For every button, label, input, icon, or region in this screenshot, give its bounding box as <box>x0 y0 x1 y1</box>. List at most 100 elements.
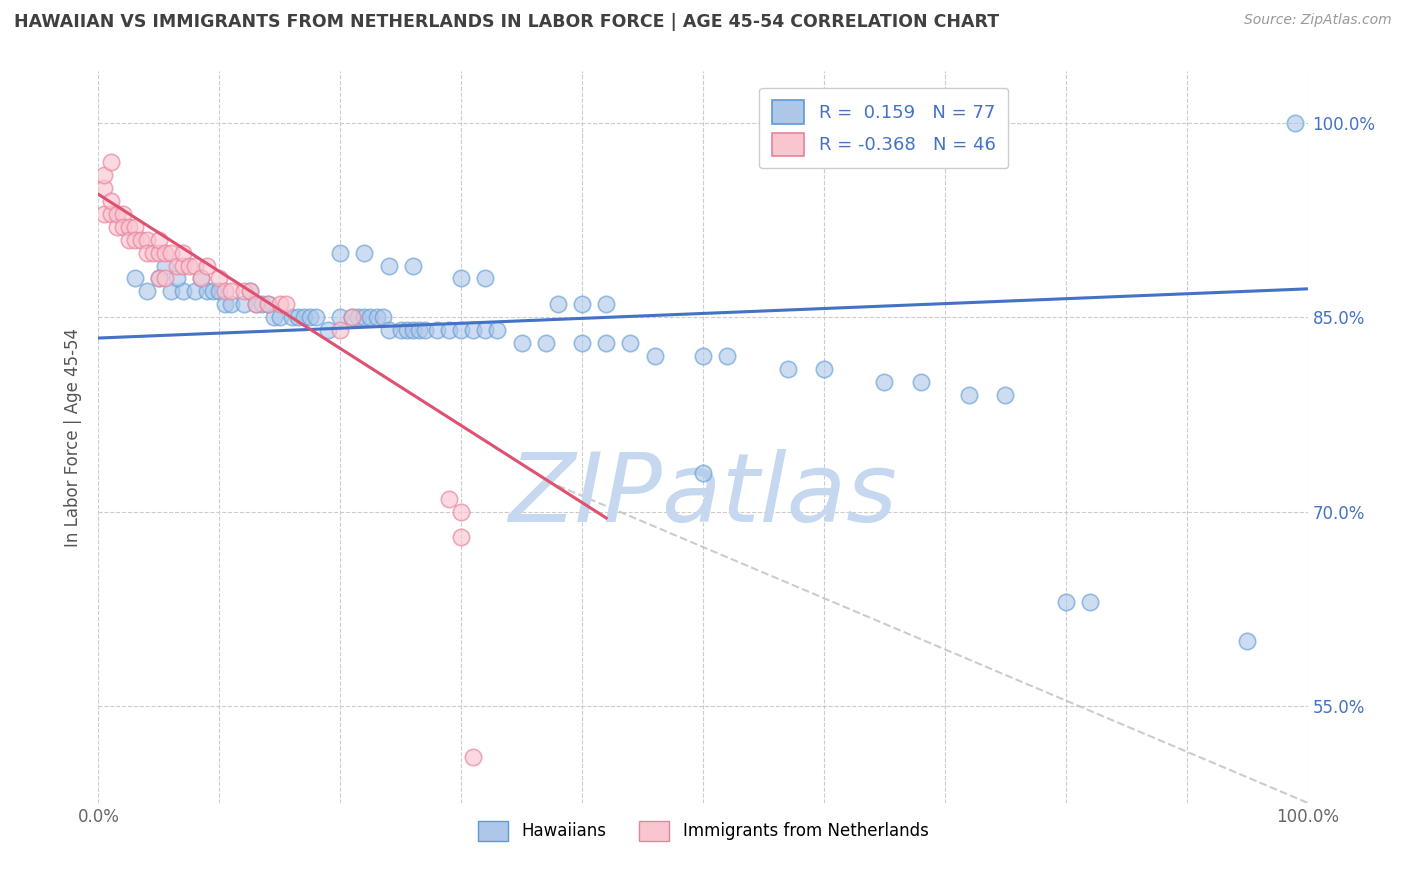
Point <box>221 297 243 311</box>
Point <box>510 336 533 351</box>
Point <box>873 375 896 389</box>
Point <box>571 336 593 351</box>
Point <box>256 297 278 311</box>
Point <box>413 323 436 337</box>
Point <box>148 271 170 285</box>
Point <box>316 323 339 337</box>
Point <box>571 297 593 311</box>
Point <box>93 207 115 221</box>
Legend: Hawaiians, Immigrants from Netherlands: Hawaiians, Immigrants from Netherlands <box>470 813 936 849</box>
Point <box>305 310 328 325</box>
Point <box>910 375 932 389</box>
Point <box>124 233 146 247</box>
Point <box>366 310 388 325</box>
Point <box>239 285 262 299</box>
Point <box>129 233 152 247</box>
Point <box>534 336 557 351</box>
Point <box>195 259 218 273</box>
Point <box>190 271 212 285</box>
Point <box>402 323 425 337</box>
Point <box>377 259 399 273</box>
Point <box>179 259 201 273</box>
Point <box>93 181 115 195</box>
Point <box>118 233 141 247</box>
Point <box>450 530 472 544</box>
Point <box>644 349 666 363</box>
Point <box>184 285 207 299</box>
Point <box>360 310 382 325</box>
Point <box>221 285 243 299</box>
Point <box>486 323 509 337</box>
Point <box>463 750 485 764</box>
Point <box>250 297 273 311</box>
Point <box>166 259 188 273</box>
Point <box>153 259 176 273</box>
Point <box>166 271 188 285</box>
Point <box>299 310 322 325</box>
Point <box>437 491 460 506</box>
Point <box>1054 595 1077 609</box>
Point <box>994 388 1017 402</box>
Point <box>232 285 254 299</box>
Point <box>105 219 128 234</box>
Point <box>776 362 799 376</box>
Text: ZIPatlas: ZIPatlas <box>509 449 897 542</box>
Point <box>353 245 375 260</box>
Point <box>329 310 352 325</box>
Point <box>402 259 425 273</box>
Point <box>371 310 394 325</box>
Point <box>214 297 236 311</box>
Point <box>135 285 157 299</box>
Point <box>287 310 309 325</box>
Point <box>93 168 115 182</box>
Point <box>148 271 170 285</box>
Point <box>111 207 134 221</box>
Point <box>148 245 170 260</box>
Point <box>190 271 212 285</box>
Point <box>124 219 146 234</box>
Point <box>160 285 183 299</box>
Point <box>274 297 297 311</box>
Point <box>239 285 262 299</box>
Point <box>208 285 231 299</box>
Point <box>450 504 472 518</box>
Point <box>813 362 835 376</box>
Point <box>172 285 194 299</box>
Point <box>595 297 617 311</box>
Point <box>347 310 370 325</box>
Point <box>692 349 714 363</box>
Point <box>214 285 236 299</box>
Point <box>329 245 352 260</box>
Point <box>329 323 352 337</box>
Point <box>160 245 183 260</box>
Point <box>957 388 980 402</box>
Point <box>292 310 315 325</box>
Point <box>100 194 122 208</box>
Point <box>389 323 412 337</box>
Point <box>142 245 165 260</box>
Point <box>474 271 496 285</box>
Point <box>105 207 128 221</box>
Point <box>172 245 194 260</box>
Point <box>450 271 472 285</box>
Point <box>184 259 207 273</box>
Y-axis label: In Labor Force | Age 45-54: In Labor Force | Age 45-54 <box>65 327 83 547</box>
Point <box>1236 634 1258 648</box>
Point <box>619 336 641 351</box>
Point <box>342 310 364 325</box>
Point <box>474 323 496 337</box>
Point <box>692 466 714 480</box>
Point <box>437 323 460 337</box>
Point <box>100 207 122 221</box>
Point <box>408 323 430 337</box>
Point <box>153 271 176 285</box>
Point <box>100 155 122 169</box>
Point <box>426 323 449 337</box>
Point <box>342 310 364 325</box>
Point <box>547 297 569 311</box>
Point <box>118 219 141 234</box>
Point <box>135 233 157 247</box>
Point <box>1284 116 1306 130</box>
Point <box>377 323 399 337</box>
Point <box>269 310 291 325</box>
